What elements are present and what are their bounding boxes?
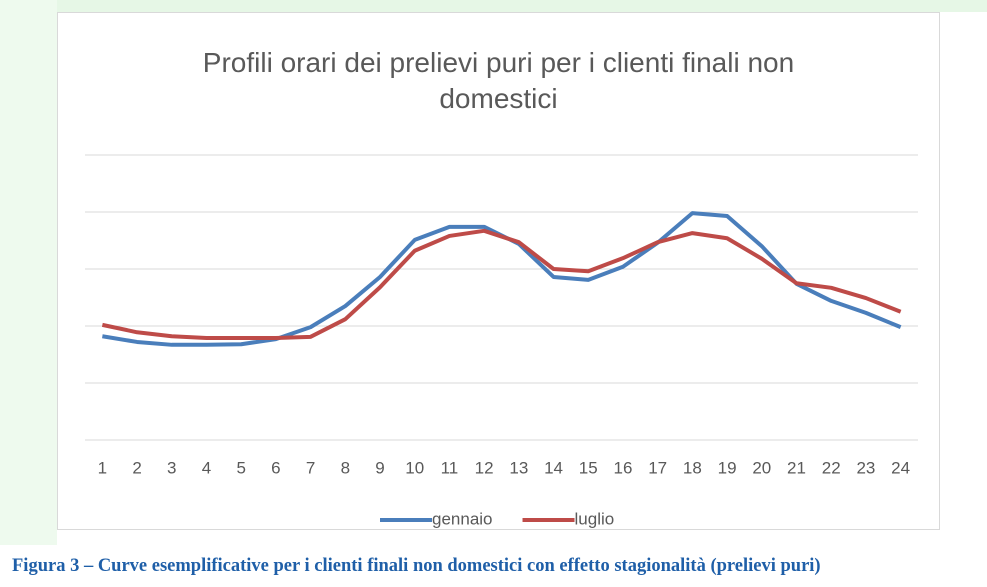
x-tick-label: 9 [375, 458, 384, 477]
x-tick-label: 4 [202, 458, 211, 477]
series-line [102, 211, 902, 347]
x-tick-label: 18 [683, 458, 702, 477]
x-tick-label: 14 [544, 458, 563, 477]
x-tick-label: 1 [98, 458, 107, 477]
x-tick-label: 10 [405, 458, 424, 477]
x-tick-label: 12 [475, 458, 494, 477]
x-tick-label: 22 [822, 458, 841, 477]
legend-label: luglio [575, 509, 615, 528]
x-tick-label: 21 [787, 458, 806, 477]
chart-title: Profili orari dei prelievi puri per i cl… [202, 47, 795, 114]
x-tick-label: 3 [167, 458, 176, 477]
x-tick-label: 11 [441, 458, 459, 477]
caption: Figura 3 – Curve esemplificative per i c… [12, 556, 821, 576]
x-tick-label: 15 [579, 458, 598, 477]
x-tick-label: 5 [236, 458, 245, 477]
x-tick-label: 2 [132, 458, 141, 477]
x-tick-label: 8 [341, 458, 350, 477]
x-tick-label: 19 [718, 458, 737, 477]
x-tick-label: 20 [752, 458, 771, 477]
x-tick-label: 13 [509, 458, 528, 477]
x-tick-label: 6 [271, 458, 280, 477]
series-line [101, 228, 902, 340]
chart: 1 2 3 4 5 6 7 8 9 10 11 12 13 14 15 16 17 18 19 20 21 22 23 24g… [85, 154, 918, 528]
x-tick-label: 17 [648, 458, 667, 477]
x-tick-label: 7 [306, 458, 315, 477]
side-band [0, 0, 57, 545]
x-tick-label: 23 [856, 458, 875, 477]
legend-label: gennaio [432, 509, 493, 528]
x-tick-label: 24 [891, 458, 910, 477]
x-tick-label: 16 [614, 458, 633, 477]
chart-frame [57, 12, 940, 530]
